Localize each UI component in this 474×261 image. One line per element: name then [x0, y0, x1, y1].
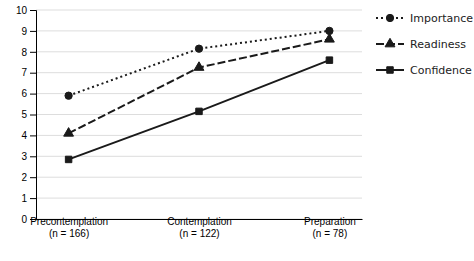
grid-line [36, 198, 362, 199]
tick-mark [30, 73, 36, 74]
line [69, 31, 330, 96]
tick: Contemplation(n = 122) [167, 216, 231, 239]
tick-label: 10 [16, 5, 28, 16]
legend-marker [387, 67, 393, 73]
tick: Preparation(n = 78) [304, 216, 356, 239]
marker [194, 62, 204, 71]
tick-label: Preparation(n = 78) [304, 216, 356, 239]
marks [64, 27, 335, 162]
tick-mark [30, 156, 36, 157]
legend-marker [386, 14, 393, 21]
tick-label: 4 [21, 130, 27, 141]
marker [65, 92, 72, 99]
tick: 9 [21, 26, 36, 37]
tick-mark [30, 10, 36, 11]
tick-label: 0 [21, 214, 27, 225]
legend-marker [385, 38, 395, 47]
x-axis: Precontemplation(n = 166)Contemplation(n… [30, 216, 362, 239]
tick-label: 1 [21, 193, 27, 204]
grid-line [36, 72, 362, 73]
legend-label: Importance [410, 12, 473, 25]
tick-label-line: Preparation [304, 216, 356, 227]
tick: Precontemplation(n = 166) [30, 216, 108, 239]
tick-label-line: (n = 122) [179, 228, 219, 239]
tick-label-line: (n = 78) [313, 228, 348, 239]
tick-mark [30, 31, 36, 32]
tick: 5 [21, 109, 36, 120]
tick: 10 [16, 5, 36, 16]
tick-label-line: (n = 166) [49, 228, 89, 239]
grid [36, 10, 362, 219]
grid-line [36, 30, 362, 31]
legend-label: Readiness [410, 38, 466, 51]
tick-label-line: Precontemplation [30, 216, 108, 227]
y-axis: 0 1 2 3 4 5 6 7 8 9 10 [16, 5, 37, 225]
tick-label: 6 [21, 88, 27, 99]
tick-label: 5 [21, 109, 27, 120]
legend: Importance Readiness Confidence [376, 12, 473, 77]
line [69, 39, 330, 133]
marker [64, 128, 74, 137]
axis-line [30, 11, 37, 220]
tick-mark [30, 52, 36, 53]
legend-item: Confidence [376, 64, 472, 77]
tick-label: 7 [21, 67, 27, 78]
tick-label: 8 [21, 47, 27, 58]
grid-line [36, 177, 362, 178]
tick-mark [30, 198, 36, 199]
legend-item: Readiness [376, 38, 466, 51]
tick-label: 2 [21, 172, 27, 183]
marker [324, 34, 334, 43]
line [69, 60, 330, 159]
legend-item: Importance [376, 12, 473, 25]
tick-label: 9 [21, 26, 27, 37]
tick: 8 [21, 47, 36, 58]
tick: 1 [21, 193, 36, 204]
marker [65, 156, 71, 162]
grid-line [36, 156, 362, 157]
tick: 7 [21, 67, 36, 78]
grid-line [36, 10, 362, 11]
tick: 6 [21, 88, 36, 99]
tick: 2 [21, 172, 36, 183]
tick-mark [30, 177, 36, 178]
tick-label: Precontemplation(n = 166) [30, 216, 108, 239]
tick-label-line: Contemplation [167, 216, 231, 227]
tick: 3 [21, 151, 36, 162]
tick: 4 [21, 130, 36, 141]
tick-label: 3 [21, 151, 27, 162]
marker [326, 57, 332, 63]
tick-mark [30, 94, 36, 95]
marker [196, 108, 202, 114]
chart: 0 1 2 3 4 5 6 7 8 9 10 Precontemplation(n = 166) Con… [0, 0, 474, 261]
legend-label: Confidence [410, 64, 472, 77]
grid-line [36, 135, 362, 136]
tick-mark [30, 115, 36, 116]
plot: 0 1 2 3 4 5 6 7 8 9 10 Precontemplation(n = 166) Con… [16, 5, 473, 239]
tick-mark [30, 135, 36, 136]
grid-line [36, 93, 362, 94]
tick-label: Contemplation(n = 122) [167, 216, 231, 239]
marker [195, 45, 202, 52]
